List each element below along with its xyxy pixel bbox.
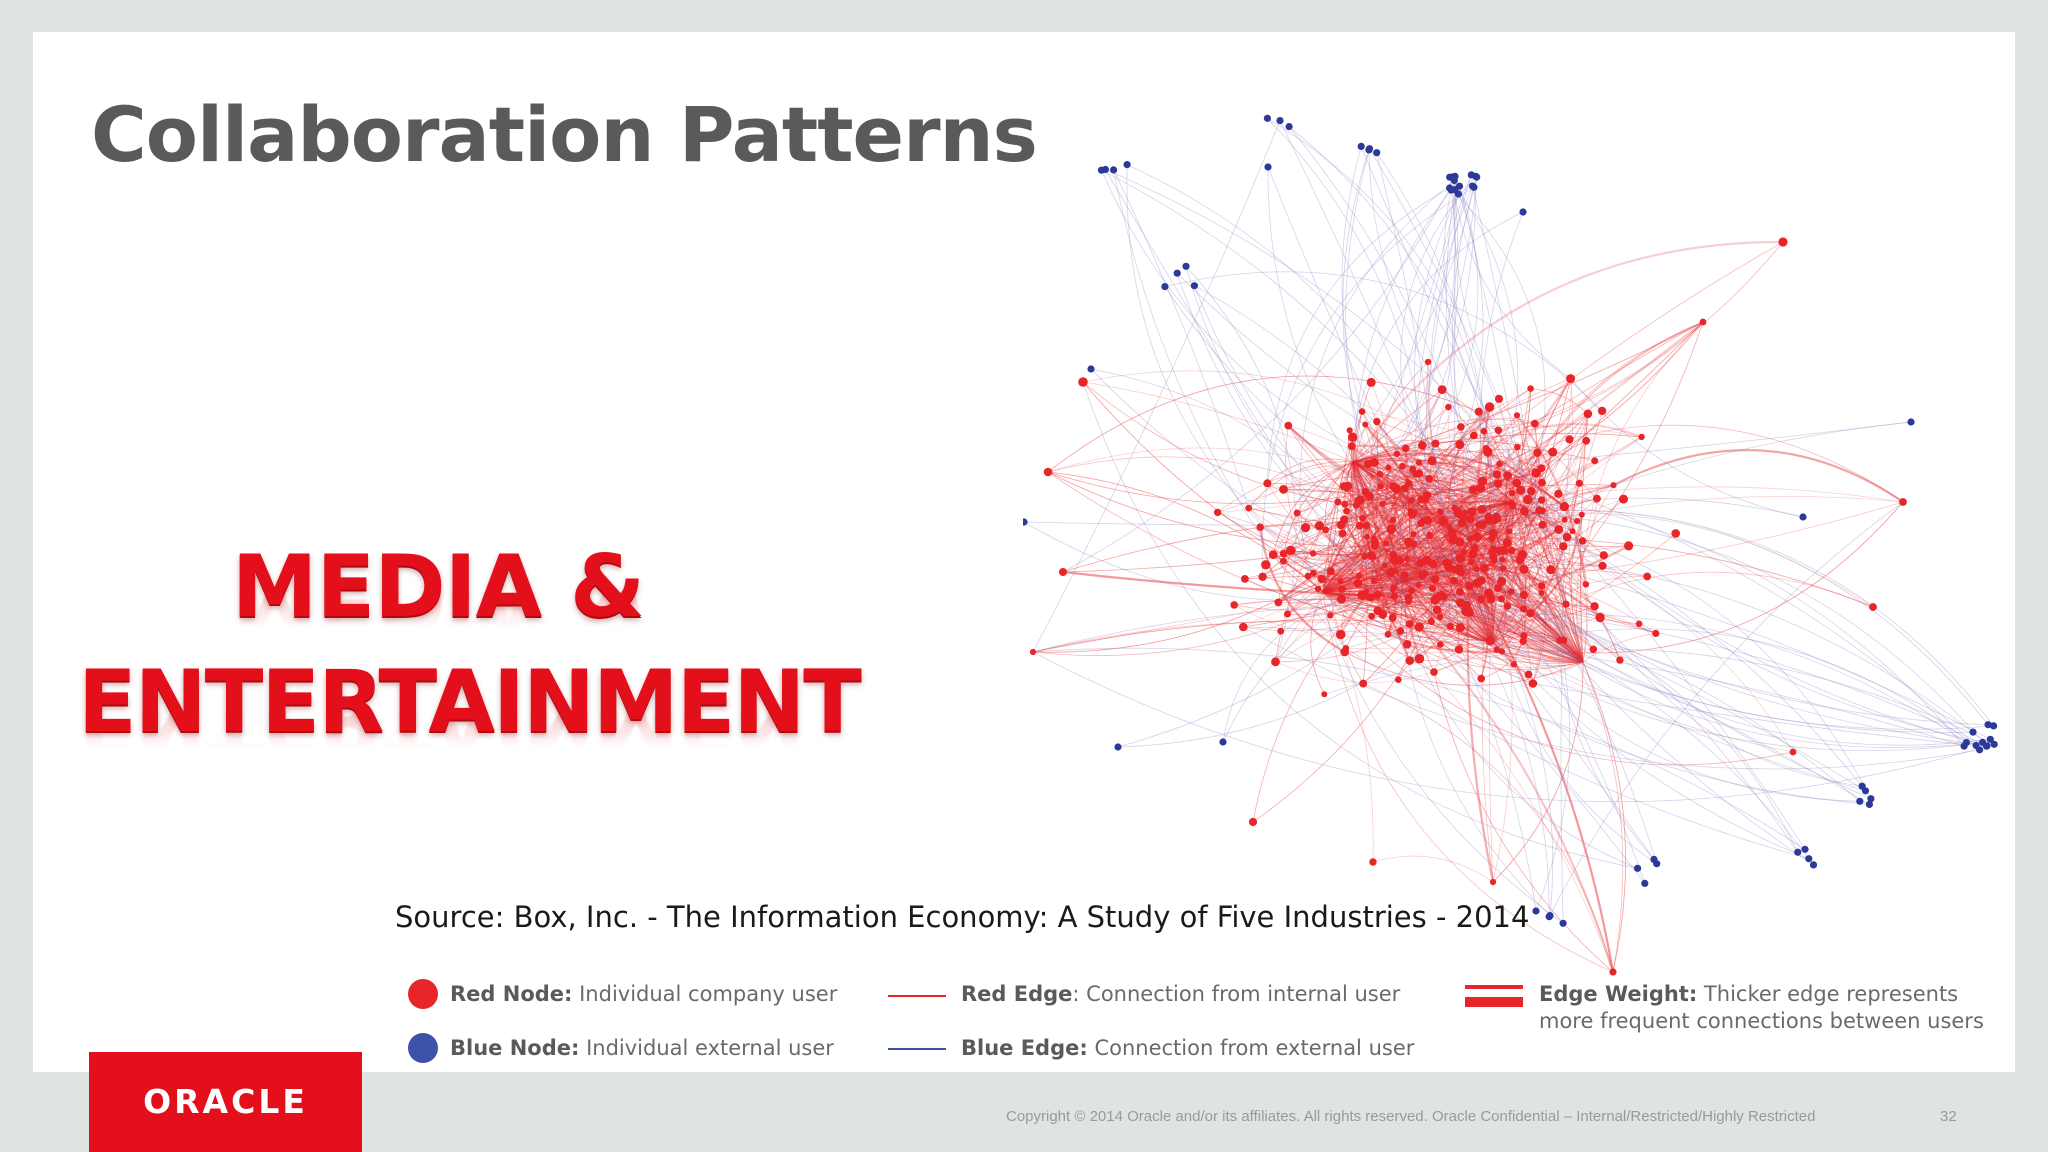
blue-edge-swatch <box>888 1048 946 1050</box>
blue-node-swatch <box>408 1033 438 1063</box>
legend-red-node-text: Individual company user <box>572 982 838 1006</box>
legend-blue-node: Blue Node: Individual external user <box>450 1035 834 1062</box>
legend-blue-edge-text: Connection from external user <box>1087 1036 1415 1060</box>
legend-edge-weight-label: Edge Weight: <box>1539 982 1698 1006</box>
legend-edge-weight: Edge Weight: Thicker edge represents more… <box>1539 981 1984 1035</box>
legend-red-edge-label: Red Edge <box>961 982 1073 1006</box>
legend-edge-weight-text-2: more frequent connections between users <box>1539 1009 1984 1033</box>
legend-blue-node-label: Blue Node: <box>450 1036 580 1060</box>
copyright-notice: Copyright © 2014 Oracle and/or its affil… <box>1006 1108 1816 1125</box>
collaboration-network-graph <box>1023 114 1998 976</box>
oracle-logo-box: ORACLE <box>89 1052 362 1152</box>
legend-red-node: Red Node: Individual company user <box>450 981 837 1008</box>
slide: Collaboration Patterns MEDIA & MEDIA & E… <box>33 32 2015 1072</box>
page-number: 32 <box>1940 1108 1957 1125</box>
edge-weight-swatch-thin <box>1465 985 1523 989</box>
legend-blue-node-text: Individual external user <box>579 1036 834 1060</box>
headline-entertainment: ENTERTAINMENT <box>78 652 862 752</box>
legend-red-edge: Red Edge: Connection from internal user <box>961 981 1400 1008</box>
legend-blue-edge-label: Blue Edge: <box>961 1036 1088 1060</box>
red-node-swatch <box>408 979 438 1009</box>
headline-media: MEDIA & <box>231 537 645 637</box>
legend-red-node-label: Red Node: <box>450 982 573 1006</box>
oracle-logo: ORACLE <box>143 1082 308 1121</box>
headline-entertainment-reflection: ENTERTAINMENT <box>78 712 798 772</box>
headline-media-reflection: MEDIA & <box>231 592 645 652</box>
legend-blue-edge: Blue Edge: Connection from external user <box>961 1035 1414 1062</box>
legend-red-edge-text: : Connection from internal user <box>1072 982 1401 1006</box>
slide-title: Collaboration Patterns <box>91 90 1038 179</box>
legend-edge-weight-text: Thicker edge represents <box>1697 982 1959 1006</box>
source-citation: Source: Box, Inc. - The Information Econ… <box>395 900 1530 934</box>
red-edge-swatch <box>888 995 946 997</box>
edge-weight-swatch-thick <box>1465 997 1523 1007</box>
